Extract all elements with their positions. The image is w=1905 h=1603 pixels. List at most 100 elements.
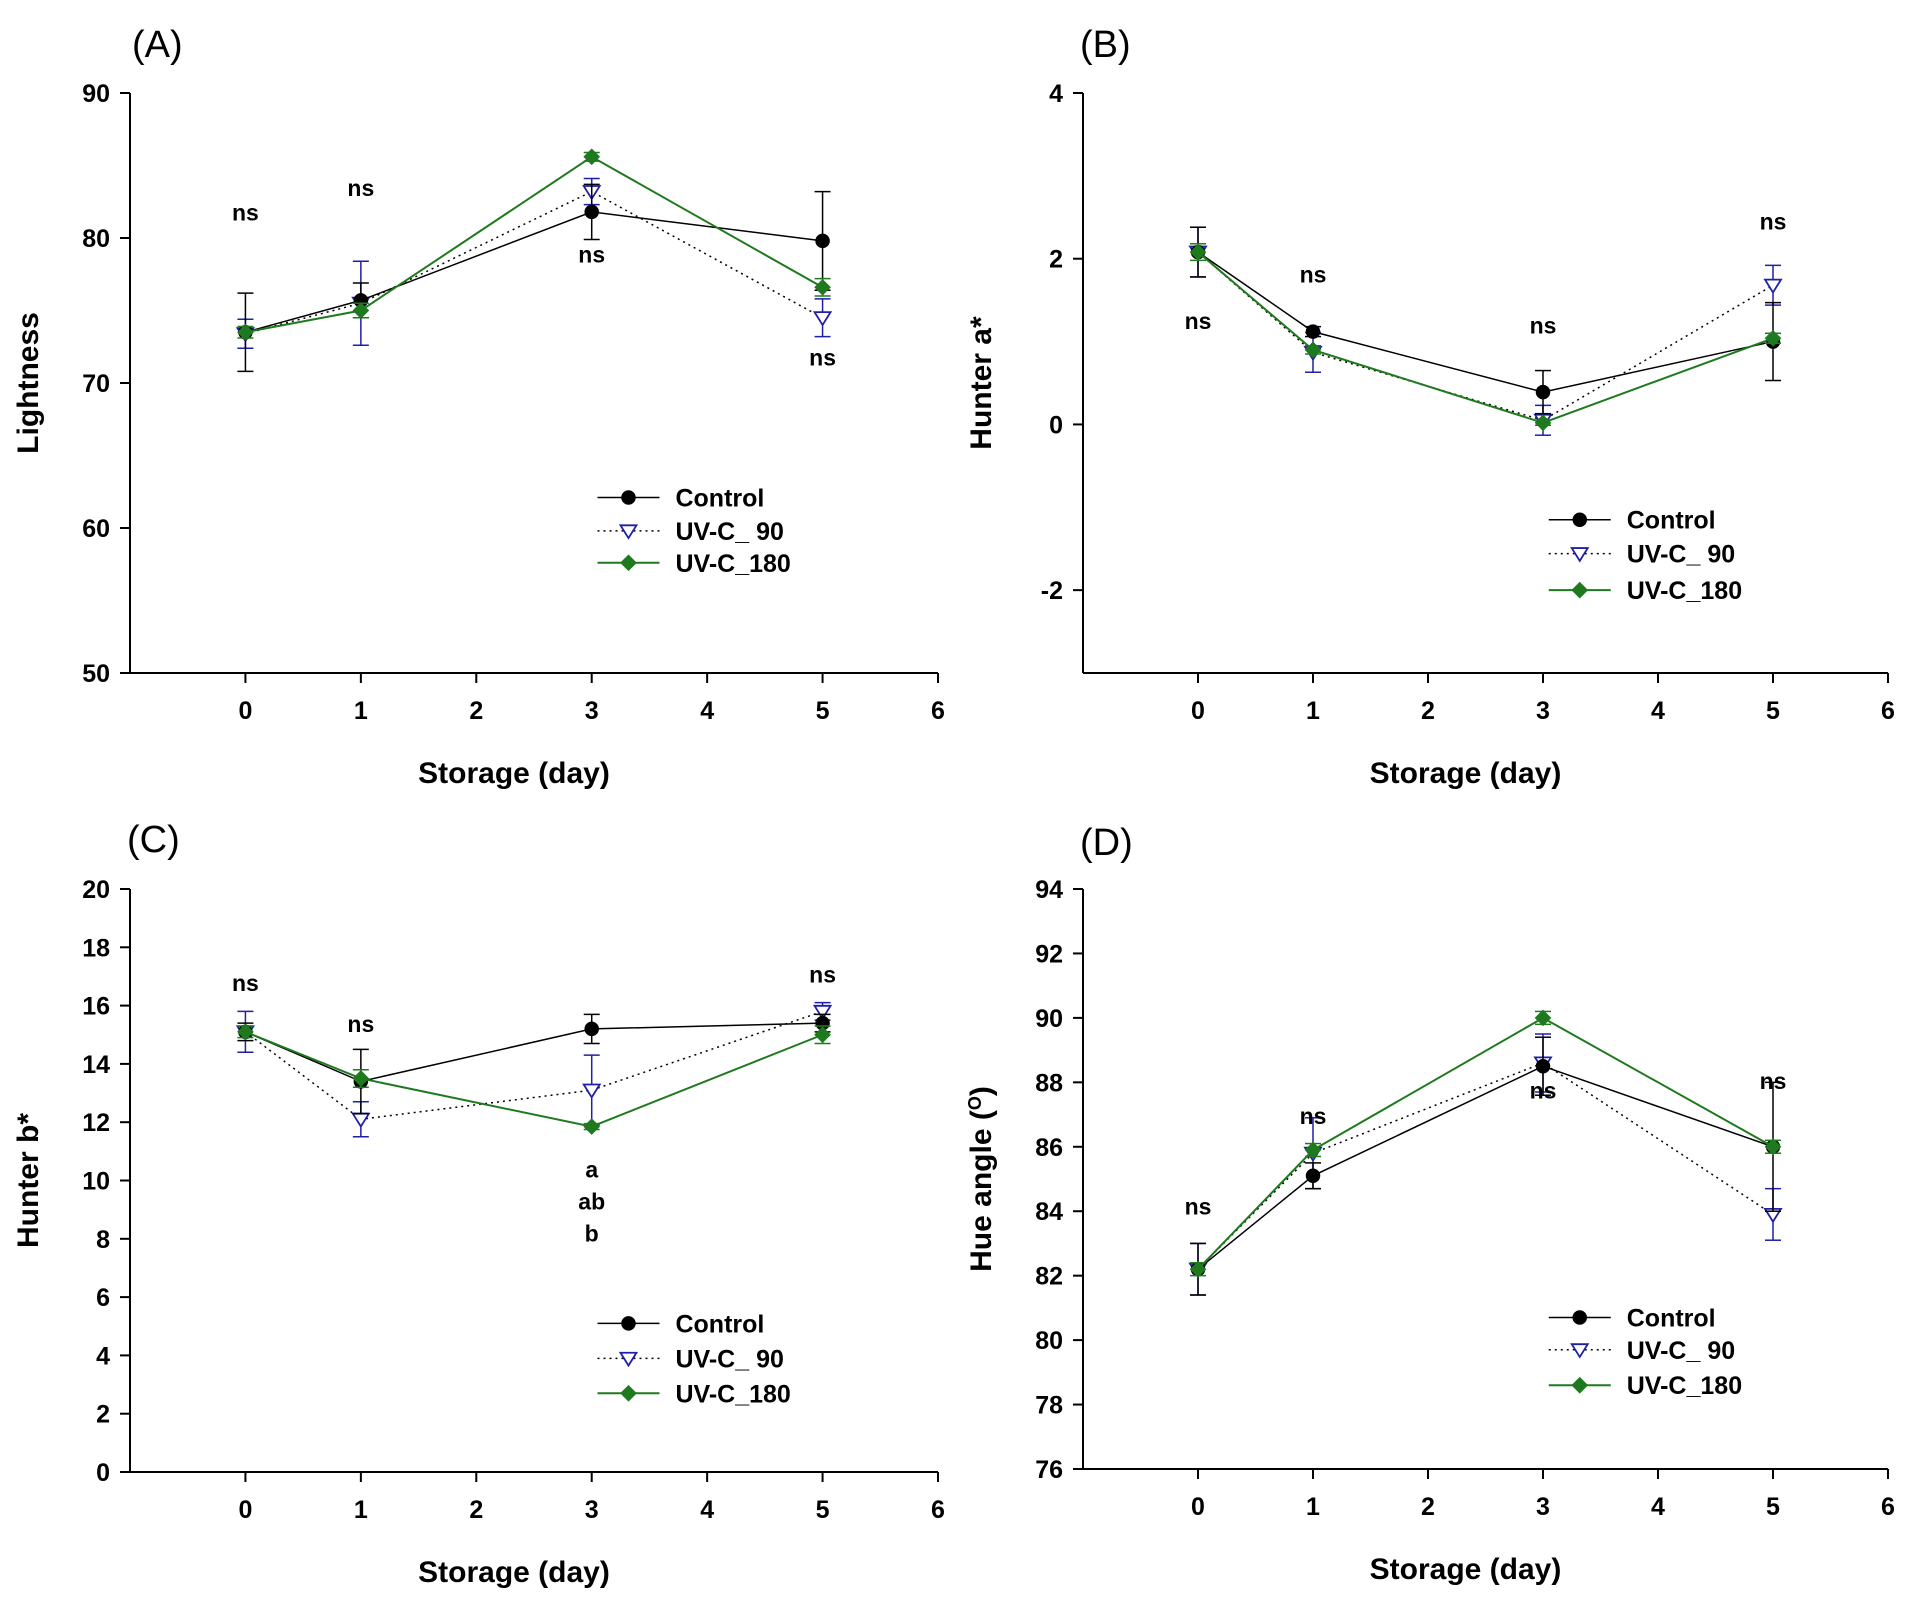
legend-entry-control: Control	[597, 485, 764, 513]
series-uvc90	[1188, 1033, 1783, 1296]
significance-label: ns	[578, 242, 605, 268]
y-tick-label: 20	[82, 876, 110, 904]
x-tick-label: 2	[469, 697, 483, 725]
significance-label: ns	[809, 961, 836, 987]
panel-label: (B)	[1080, 24, 1131, 66]
x-tick-label: 5	[1766, 697, 1780, 725]
data-point	[583, 1118, 601, 1135]
panel-label: (D)	[1080, 822, 1133, 864]
y-tick-label: 0	[1049, 411, 1063, 439]
y-tick-label: 80	[82, 225, 110, 253]
series-line	[1197, 251, 1774, 393]
legend-label: Control	[675, 485, 764, 513]
legend-entry-uvc90: UV-C_ 90	[1548, 541, 1735, 569]
legend-marker	[618, 524, 639, 540]
x-tick-label: 4	[700, 1496, 714, 1524]
y-tick-label: 90	[82, 80, 110, 108]
data-point	[1535, 384, 1551, 400]
legend-label: UV-C_ 90	[1627, 1337, 1735, 1365]
y-tick-label: 60	[82, 515, 110, 543]
chart-panel-b: 0 1 2 3 4 5 6 -2 0 2 4 Storage (day) Hunter a* (B) ns n…	[965, 24, 1895, 790]
significance-label: ns	[347, 1011, 374, 1037]
y-tick-label: 14	[82, 1051, 110, 1079]
y-tick-label: 86	[1035, 1134, 1063, 1162]
series-uvc90	[235, 1001, 833, 1138]
x-tick-label: 2	[1421, 697, 1435, 725]
x-tick-label: 5	[816, 1496, 830, 1524]
legend-marker	[1570, 1343, 1590, 1359]
significance-label: ns	[232, 200, 259, 226]
y-tick-label: 80	[1035, 1327, 1063, 1355]
legend-label: UV-C_ 90	[675, 1345, 783, 1373]
significance-label: ns	[1530, 312, 1557, 338]
data-point	[1534, 1009, 1552, 1027]
data-point	[1763, 278, 1783, 295]
x-axis-title: Storage (day)	[1370, 1553, 1562, 1586]
x-tick-label: 2	[1421, 1493, 1435, 1521]
significance-label: ns	[1300, 1103, 1327, 1129]
y-tick-label: 16	[82, 993, 110, 1021]
legend-label: UV-C_180	[1627, 577, 1742, 605]
significance-label: ns	[347, 175, 374, 201]
y-tick-label: 88	[1035, 1069, 1063, 1097]
legend-label: UV-C_180	[1627, 1372, 1742, 1400]
x-tick-label: 2	[469, 1496, 483, 1524]
series-line	[245, 1030, 823, 1128]
significance-label: ns	[1530, 1077, 1557, 1103]
y-tick-label: 8	[96, 1226, 110, 1254]
x-axis-title: Storage (day)	[418, 1556, 610, 1589]
significance-label: ns	[1760, 1068, 1787, 1094]
series-uvc180	[1189, 243, 1782, 432]
series-line	[244, 1010, 823, 1121]
data-point	[351, 1112, 371, 1129]
y-tick-label: 50	[82, 660, 110, 688]
x-tick-label: 0	[1191, 697, 1205, 725]
x-tick-label: 0	[238, 697, 252, 725]
series-uvc180	[237, 1023, 831, 1135]
legend-label: UV-C_180	[675, 550, 790, 578]
legend-entry-uvc180: UV-C_180	[1548, 1372, 1742, 1400]
panel-label: (C)	[127, 819, 180, 861]
legend-label: UV-C_ 90	[675, 518, 783, 546]
legend-entry-uvc180: UV-C_180	[597, 1380, 791, 1408]
data-point	[584, 204, 599, 220]
data-point	[1304, 341, 1322, 359]
significance-label: ns	[232, 970, 259, 996]
series-uvc180	[1189, 1009, 1782, 1278]
legend-marker	[1572, 1310, 1587, 1325]
x-tick-label: 4	[1651, 697, 1665, 725]
legend-label: Control	[675, 1310, 764, 1338]
series-control	[237, 183, 831, 373]
legend-marker	[1570, 547, 1590, 563]
chart-panel-a: 0 1 2 3 4 5 6 50 60 70 80 90 Storage (day) Lightness (…	[12, 24, 945, 790]
significance-label: ns	[1760, 209, 1787, 235]
series-line	[1197, 1065, 1774, 1270]
y-axis-title: Hunter a*	[965, 316, 998, 450]
y-axis-title: Lightness	[12, 312, 45, 454]
y-tick-label: 12	[82, 1109, 110, 1137]
x-axis-title: Storage (day)	[418, 757, 610, 790]
data-point	[814, 1026, 831, 1044]
series-uvc180	[237, 148, 831, 341]
series-control	[1190, 1036, 1781, 1296]
series-line	[245, 155, 824, 334]
legend-label: UV-C_180	[675, 1380, 790, 1408]
series-line	[245, 1022, 823, 1083]
legend-label: Control	[1627, 507, 1716, 535]
y-axis-title: Hue angle (O)	[965, 1086, 998, 1272]
x-tick-label: 1	[354, 697, 368, 725]
data-point	[582, 1083, 602, 1100]
data-point	[1189, 1260, 1207, 1278]
data-point	[812, 1004, 833, 1021]
y-tick-label: 0	[96, 1459, 110, 1487]
data-point	[1304, 1141, 1322, 1159]
data-point	[1764, 1138, 1782, 1156]
significance-label: ns	[1185, 1193, 1212, 1219]
data-point	[1305, 324, 1321, 339]
x-tick-label: 5	[816, 697, 830, 725]
data-point	[812, 311, 833, 327]
x-tick-label: 6	[1881, 1493, 1895, 1521]
legend-label: UV-C_ 90	[1627, 541, 1735, 569]
series-line	[245, 211, 823, 333]
